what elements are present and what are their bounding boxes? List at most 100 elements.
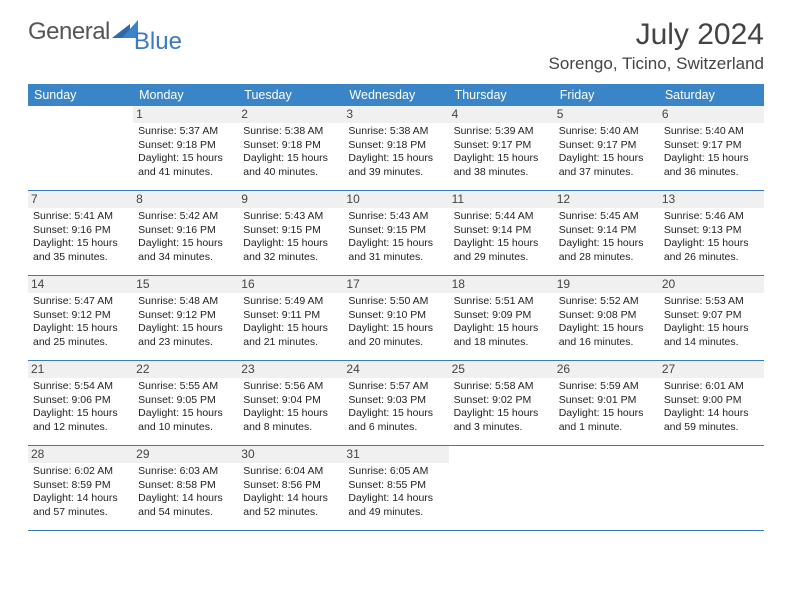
day-number: 27 xyxy=(659,361,764,378)
sunrise-text: Sunrise: 5:59 AM xyxy=(559,380,654,393)
calendar-cell: 31Sunrise: 6:05 AMSunset: 8:55 PMDayligh… xyxy=(343,446,448,530)
calendar-cell xyxy=(554,446,659,530)
sunrise-text: Sunrise: 6:04 AM xyxy=(243,465,338,478)
sunrise-text: Sunrise: 5:56 AM xyxy=(243,380,338,393)
daylight2-text: and 36 minutes. xyxy=(664,166,759,179)
daylight1-text: Daylight: 15 hours xyxy=(454,407,549,420)
daylight2-text: and 52 minutes. xyxy=(243,506,338,519)
day-number: 21 xyxy=(28,361,133,378)
daylight1-text: Daylight: 14 hours xyxy=(243,492,338,505)
daylight2-text: and 54 minutes. xyxy=(138,506,233,519)
daylight2-text: and 41 minutes. xyxy=(138,166,233,179)
weeks-container: 1Sunrise: 5:37 AMSunset: 9:18 PMDaylight… xyxy=(28,106,764,531)
daylight2-text: and 3 minutes. xyxy=(454,421,549,434)
day-header-row: Sunday Monday Tuesday Wednesday Thursday… xyxy=(28,84,764,106)
daylight2-text: and 34 minutes. xyxy=(138,251,233,264)
day-number: 17 xyxy=(343,276,448,293)
daylight1-text: Daylight: 15 hours xyxy=(348,407,443,420)
sunset-text: Sunset: 9:12 PM xyxy=(33,309,128,322)
sunrise-text: Sunrise: 5:40 AM xyxy=(664,125,759,138)
daylight1-text: Daylight: 15 hours xyxy=(664,152,759,165)
daylight1-text: Daylight: 15 hours xyxy=(138,237,233,250)
sunset-text: Sunset: 9:16 PM xyxy=(33,224,128,237)
daylight1-text: Daylight: 15 hours xyxy=(664,237,759,250)
calendar-cell: 19Sunrise: 5:52 AMSunset: 9:08 PMDayligh… xyxy=(554,276,659,360)
day-number: 2 xyxy=(238,106,343,123)
day-number: 19 xyxy=(554,276,659,293)
daylight2-text: and 1 minute. xyxy=(559,421,654,434)
sunrise-text: Sunrise: 6:01 AM xyxy=(664,380,759,393)
day-number: 12 xyxy=(554,191,659,208)
day-number: 8 xyxy=(133,191,238,208)
calendar-cell: 16Sunrise: 5:49 AMSunset: 9:11 PMDayligh… xyxy=(238,276,343,360)
calendar-cell: 11Sunrise: 5:44 AMSunset: 9:14 PMDayligh… xyxy=(449,191,554,275)
sunset-text: Sunset: 9:12 PM xyxy=(138,309,233,322)
daylight1-text: Daylight: 15 hours xyxy=(559,152,654,165)
daylight2-text: and 10 minutes. xyxy=(138,421,233,434)
daylight1-text: Daylight: 15 hours xyxy=(33,322,128,335)
location-subtitle: Sorengo, Ticino, Switzerland xyxy=(549,54,764,74)
daylight1-text: Daylight: 15 hours xyxy=(138,322,233,335)
calendar-cell: 17Sunrise: 5:50 AMSunset: 9:10 PMDayligh… xyxy=(343,276,448,360)
daylight2-text: and 26 minutes. xyxy=(664,251,759,264)
calendar-cell: 29Sunrise: 6:03 AMSunset: 8:58 PMDayligh… xyxy=(133,446,238,530)
sunrise-text: Sunrise: 5:53 AM xyxy=(664,295,759,308)
daylight1-text: Daylight: 14 hours xyxy=(348,492,443,505)
header: General Blue July 2024 Sorengo, Ticino, … xyxy=(28,18,764,74)
daylight1-text: Daylight: 14 hours xyxy=(33,492,128,505)
daylight1-text: Daylight: 15 hours xyxy=(243,407,338,420)
daylight2-text: and 12 minutes. xyxy=(33,421,128,434)
sunset-text: Sunset: 9:04 PM xyxy=(243,394,338,407)
daylight1-text: Daylight: 15 hours xyxy=(559,237,654,250)
sunset-text: Sunset: 9:16 PM xyxy=(138,224,233,237)
day-number: 31 xyxy=(343,446,448,463)
day-number: 18 xyxy=(449,276,554,293)
sunrise-text: Sunrise: 6:03 AM xyxy=(138,465,233,478)
day-number: 26 xyxy=(554,361,659,378)
sunrise-text: Sunrise: 5:45 AM xyxy=(559,210,654,223)
sunrise-text: Sunrise: 5:58 AM xyxy=(454,380,549,393)
sunrise-text: Sunrise: 5:48 AM xyxy=(138,295,233,308)
day-header: Tuesday xyxy=(238,84,343,106)
day-header: Wednesday xyxy=(343,84,448,106)
daylight2-text: and 49 minutes. xyxy=(348,506,443,519)
sunset-text: Sunset: 9:18 PM xyxy=(138,139,233,152)
daylight2-text: and 57 minutes. xyxy=(33,506,128,519)
week-row: 7Sunrise: 5:41 AMSunset: 9:16 PMDaylight… xyxy=(28,191,764,276)
sunrise-text: Sunrise: 5:43 AM xyxy=(348,210,443,223)
daylight1-text: Daylight: 14 hours xyxy=(664,407,759,420)
sunset-text: Sunset: 9:13 PM xyxy=(664,224,759,237)
sunset-text: Sunset: 9:14 PM xyxy=(559,224,654,237)
daylight2-text: and 29 minutes. xyxy=(454,251,549,264)
daylight2-text: and 35 minutes. xyxy=(33,251,128,264)
daylight1-text: Daylight: 15 hours xyxy=(454,322,549,335)
day-number: 7 xyxy=(28,191,133,208)
sunset-text: Sunset: 9:08 PM xyxy=(559,309,654,322)
sunrise-text: Sunrise: 5:55 AM xyxy=(138,380,233,393)
daylight2-text: and 8 minutes. xyxy=(243,421,338,434)
sunset-text: Sunset: 9:11 PM xyxy=(243,309,338,322)
day-header: Monday xyxy=(133,84,238,106)
day-header: Sunday xyxy=(28,84,133,106)
daylight1-text: Daylight: 15 hours xyxy=(454,152,549,165)
calendar-cell: 3Sunrise: 5:38 AMSunset: 9:18 PMDaylight… xyxy=(343,106,448,190)
daylight2-text: and 18 minutes. xyxy=(454,336,549,349)
daylight2-text: and 59 minutes. xyxy=(664,421,759,434)
calendar-cell xyxy=(449,446,554,530)
sunrise-text: Sunrise: 5:46 AM xyxy=(664,210,759,223)
sunset-text: Sunset: 9:15 PM xyxy=(243,224,338,237)
day-header: Saturday xyxy=(659,84,764,106)
sunrise-text: Sunrise: 6:05 AM xyxy=(348,465,443,478)
day-number: 3 xyxy=(343,106,448,123)
calendar-cell: 4Sunrise: 5:39 AMSunset: 9:17 PMDaylight… xyxy=(449,106,554,190)
sunrise-text: Sunrise: 5:37 AM xyxy=(138,125,233,138)
daylight1-text: Daylight: 15 hours xyxy=(33,237,128,250)
calendar-cell: 14Sunrise: 5:47 AMSunset: 9:12 PMDayligh… xyxy=(28,276,133,360)
sunset-text: Sunset: 9:09 PM xyxy=(454,309,549,322)
daylight2-text: and 6 minutes. xyxy=(348,421,443,434)
day-number: 13 xyxy=(659,191,764,208)
calendar: Sunday Monday Tuesday Wednesday Thursday… xyxy=(28,84,764,531)
day-header: Thursday xyxy=(449,84,554,106)
daylight1-text: Daylight: 15 hours xyxy=(243,237,338,250)
calendar-cell: 9Sunrise: 5:43 AMSunset: 9:15 PMDaylight… xyxy=(238,191,343,275)
